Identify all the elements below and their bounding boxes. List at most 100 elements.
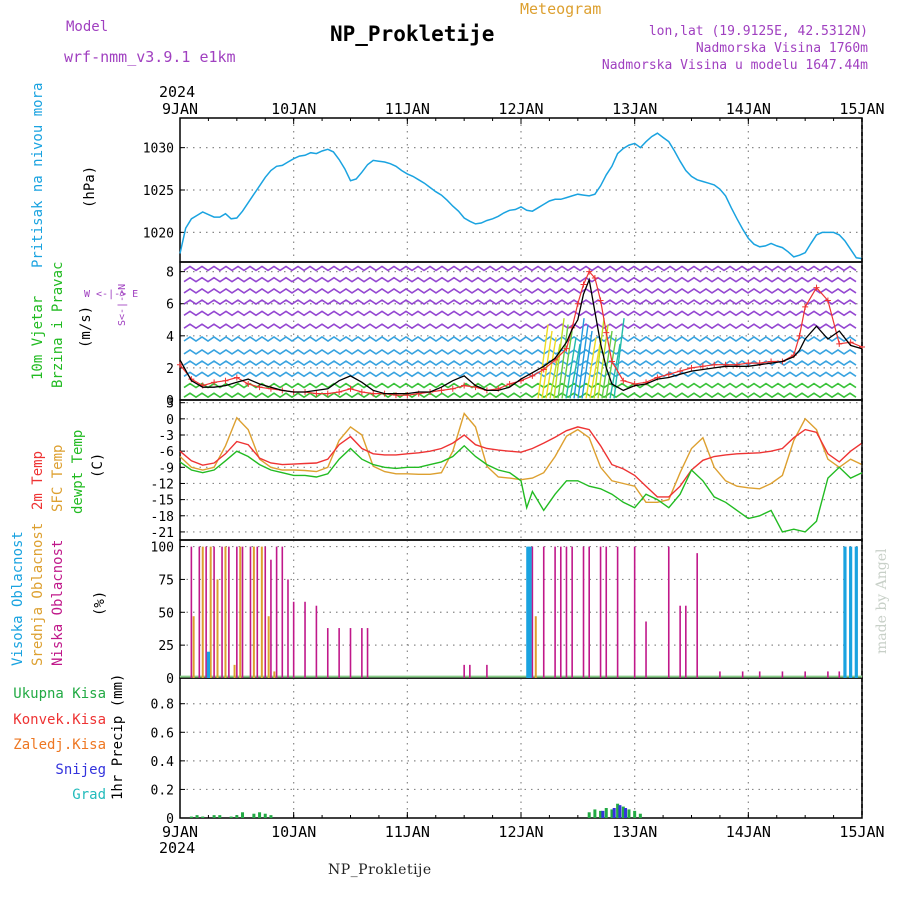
pressure-ytick-label: 1020	[143, 226, 174, 241]
cloud-ytick-label: 75	[158, 573, 174, 588]
wind-gust-marker	[711, 361, 718, 368]
wind-gust-marker	[688, 364, 695, 371]
wind-gust-marker	[677, 368, 684, 375]
precip-bar	[616, 803, 620, 818]
wind-gust-marker	[813, 284, 820, 291]
wind-gust-marker	[324, 390, 331, 397]
lonlat: lon,lat (19.9125E, 42.5312N)	[648, 24, 868, 39]
wind-speed-line	[179, 277, 863, 395]
wind-barb-row	[183, 299, 857, 306]
wind-gust-marker	[586, 268, 593, 275]
footer-station: NP_Prokletije	[328, 862, 432, 878]
time-tick-label-bottom: 13JAN	[612, 823, 657, 841]
time-tick-label-bottom: 12JAN	[498, 823, 543, 841]
precip-legend-hail: Grad	[72, 787, 106, 803]
precip-bar	[189, 816, 193, 818]
wind-gust-marker	[336, 388, 343, 395]
wind-storm-barb	[605, 337, 617, 399]
wind-gust-marker	[461, 382, 468, 389]
temperature-ytick-label: -15	[151, 494, 174, 509]
wind-gust-marker	[540, 366, 547, 373]
precipitation-ytick-label: 0.2	[151, 783, 174, 798]
temperature-ytick-label: -3	[158, 429, 174, 444]
wind-compass-ew: W <-|-> E	[84, 289, 139, 300]
precip-legend-conv: Konvek.Kisa	[13, 712, 106, 728]
wind-gust-marker	[211, 379, 218, 386]
wind-gust-marker	[620, 377, 627, 384]
precipitation-ytick-label: 0.6	[151, 726, 174, 741]
precip-bar	[599, 810, 603, 818]
wind-gust-marker	[222, 377, 229, 384]
wind-barb-row	[183, 310, 857, 317]
wind-storm-barb	[601, 330, 613, 399]
wind-gust-marker	[438, 387, 445, 394]
precip-bar	[601, 810, 605, 818]
precip-legend-frozen: Zaledj.Kisa	[13, 737, 106, 753]
wind-gust-marker	[665, 371, 672, 378]
wind-ytick-label: 2	[166, 362, 174, 377]
wind-storm-barb	[581, 330, 593, 399]
wind-barb-row	[183, 392, 857, 399]
wind-storm-barb	[597, 324, 609, 399]
precip-bar	[587, 812, 591, 818]
wind-gust-marker	[608, 358, 615, 365]
wind-gust-marker	[591, 275, 598, 282]
time-tick-label-bottom: 15JAN	[839, 823, 884, 841]
temperature-ytick-label: -18	[151, 510, 174, 525]
precip-bar	[218, 815, 222, 818]
wind-gust-marker	[802, 303, 809, 310]
time-tick-label-bottom: 10JAN	[271, 823, 316, 841]
wind-storm-barb	[585, 337, 597, 399]
time-tick-label-top: 11JAN	[385, 100, 430, 118]
time-tick-label-top: 10JAN	[271, 100, 316, 118]
time-tick-label-top: 15JAN	[839, 100, 884, 118]
precip-bar	[612, 808, 616, 818]
wind-storm-barb	[545, 337, 557, 399]
precip-bar	[252, 813, 256, 818]
cloud-ytick-label: 25	[158, 639, 174, 654]
time-tick-label-bottom: 14JAN	[726, 823, 771, 841]
temperature-ytick-label: 3	[166, 397, 174, 412]
wind-gust-marker	[449, 385, 456, 392]
time-tick-label-top: 13JAN	[612, 100, 657, 118]
time-tick-label-top: 12JAN	[498, 100, 543, 118]
precipitation-ytick-label: 0.8	[151, 698, 174, 713]
precip-bar	[618, 805, 622, 818]
temperature-ytick-label: -6	[158, 445, 174, 460]
precipitation-ytick-label: 0	[166, 812, 174, 827]
wind-storm-barb	[537, 324, 549, 399]
station-title: NP_Prokletije	[330, 22, 495, 46]
precip-bar	[593, 809, 597, 818]
time-tick-label-top: 9JAN	[162, 100, 198, 118]
wind-gust-marker	[529, 372, 536, 379]
wind-storm-barb	[609, 343, 621, 399]
temperature-ytick-label: -12	[151, 477, 174, 492]
precip-bar	[195, 815, 199, 818]
wind-storm-barb	[557, 324, 569, 399]
wind-gust-marker	[597, 297, 604, 304]
wind-barb-row	[183, 371, 857, 378]
temp-2m-line	[179, 426, 863, 498]
precip-bar	[201, 816, 205, 818]
temperature-ytick-label: -9	[158, 461, 174, 476]
temp-dewpt-line	[179, 444, 863, 533]
elevation: Nadmorska Visina 1760m	[695, 41, 868, 56]
time-tick-label-bottom: 11JAN	[385, 823, 430, 841]
meteogram-label: Meteogram	[520, 0, 602, 18]
wind-gust-marker	[580, 281, 587, 288]
precip-bar	[621, 806, 625, 818]
wind-barb-row	[183, 287, 857, 294]
wind-ytick-label: 4	[166, 330, 174, 345]
model-label: Model	[66, 19, 109, 35]
wind-gust-marker	[745, 360, 752, 367]
precip-bar	[258, 812, 262, 818]
wind-storm-barb	[613, 318, 625, 399]
wind-gust-marker	[563, 345, 570, 352]
precip-bar	[263, 813, 267, 818]
precip-bar	[624, 808, 628, 818]
wind-storm-barb	[573, 318, 585, 399]
year-label-bottom: 2024	[159, 839, 195, 857]
precip-bar	[627, 809, 631, 818]
